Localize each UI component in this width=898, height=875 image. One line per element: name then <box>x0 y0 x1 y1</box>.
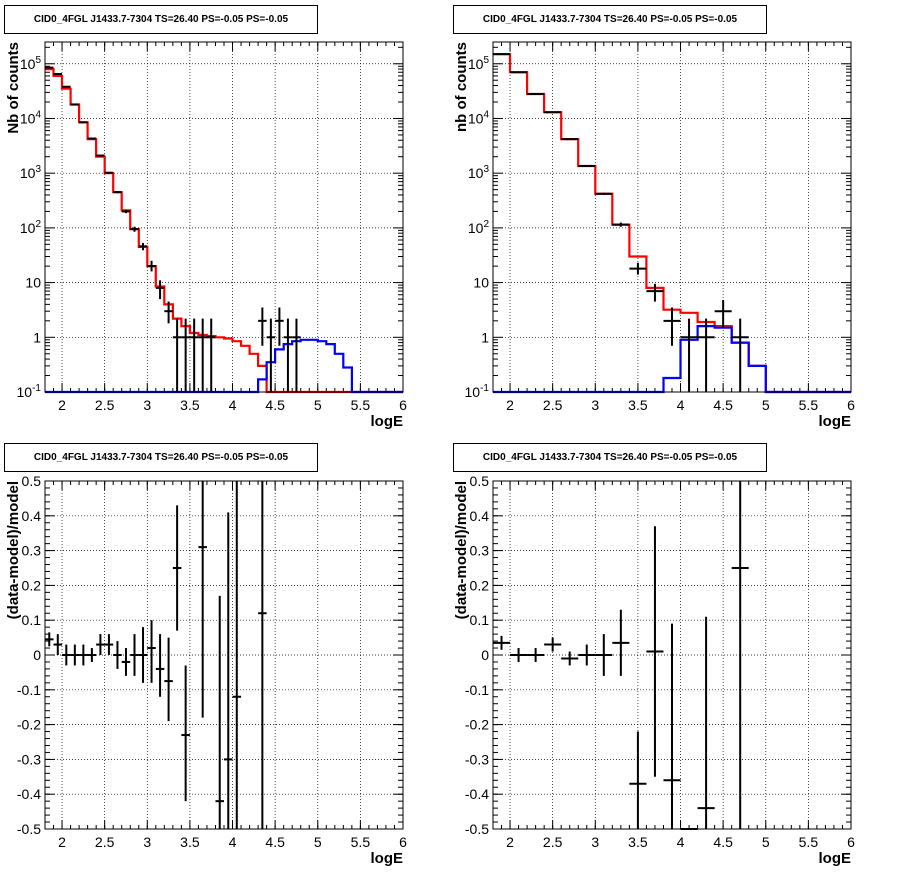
x-tick-label: 2.5 <box>95 834 115 850</box>
plot-panel-3: 2 2.5 3 3.5 4 4.5 5 5.5 6 -0.5 -0.4 -0.3 -0.2 -0.1 0 0.… <box>453 473 855 867</box>
y-tick-label: 0.5 <box>22 473 42 489</box>
x-tick-label: 2 <box>506 397 514 413</box>
y-tick-label: 0.5 <box>470 473 490 489</box>
y-tick-label: -0.1 <box>17 682 41 698</box>
x-axis-label: logE <box>819 413 852 430</box>
y-tick-label: 0.3 <box>470 543 490 559</box>
y-tick-label: 105 <box>468 55 490 72</box>
y-tick-label: -0.5 <box>465 821 489 837</box>
y-tick-label: 0.4 <box>22 508 42 524</box>
x-tick-label: 5 <box>762 834 770 850</box>
x-tick-label: 3.5 <box>180 397 200 413</box>
y-tick-label: -0.5 <box>17 821 41 837</box>
chart-title: CID0_4FGL J1433.7-7304 TS=26.40 PS=-0.05… <box>482 14 738 25</box>
y-tick-label: 102 <box>468 219 490 236</box>
x-tick-label: 3.5 <box>180 834 200 850</box>
x-tick-label: 4.5 <box>713 397 733 413</box>
y-tick-label: 10-1 <box>465 383 490 400</box>
x-tick-label: 5 <box>314 397 322 413</box>
x-tick-label: 3.5 <box>628 834 648 850</box>
y-tick-label: 0 <box>33 647 41 663</box>
x-tick-label: 2 <box>506 834 514 850</box>
x-tick-label: 4 <box>229 834 237 850</box>
y-axis-label: (data-model)/model <box>5 481 22 619</box>
y-tick-label: 105 <box>20 55 42 72</box>
x-tick-label: 3 <box>591 834 599 850</box>
y-axis-label: nb of counts <box>453 42 470 132</box>
x-tick-label: 5.5 <box>351 397 371 413</box>
x-tick-label: 3.5 <box>628 397 648 413</box>
x-tick-label: 5 <box>762 397 770 413</box>
y-axis-label: (data-model)/model <box>453 481 470 619</box>
y-tick-label: 0.3 <box>22 543 42 559</box>
y-axis-label: Nb of counts <box>5 42 22 134</box>
y-tick-label: 102 <box>20 219 42 236</box>
y-tick-label: 104 <box>468 109 490 126</box>
chart-title: CID0_4FGL J1433.7-7304 TS=26.40 PS=-0.05… <box>482 452 738 463</box>
y-tick-label: 1 <box>33 329 41 345</box>
series-source <box>45 338 403 394</box>
x-tick-label: 4 <box>677 397 685 413</box>
plot-panel-1: 2 2.5 3 3.5 4 4.5 5 5.5 6 10-1 1 10 102 103 104 105 logE… <box>453 41 855 430</box>
y-tick-label: -0.3 <box>17 751 41 767</box>
chart-title: CID0_4FGL J1433.7-7304 TS=26.40 PS=-0.05… <box>33 14 289 25</box>
y-tick-label: -0.1 <box>465 682 489 698</box>
x-tick-label: 2.5 <box>95 397 115 413</box>
x-tick-label: 5.5 <box>799 834 819 850</box>
x-tick-label: 2 <box>58 397 66 413</box>
y-tick-label: -0.2 <box>17 717 41 733</box>
x-axis-label: logE <box>819 850 852 867</box>
y-tick-label: 103 <box>468 164 490 181</box>
panel-title-top-right: CID0_4FGL J1433.7-7304 TS=26.40 PS=-0.05… <box>453 5 767 34</box>
x-tick-label: 3 <box>143 834 151 850</box>
y-tick-label: 103 <box>20 164 42 181</box>
x-tick-label: 6 <box>847 834 855 850</box>
y-tick-label: -0.3 <box>465 751 489 767</box>
y-tick-label: 0.4 <box>470 508 490 524</box>
x-tick-label: 3 <box>591 397 599 413</box>
x-tick-label: 5.5 <box>799 397 819 413</box>
y-tick-label: 0.2 <box>470 577 490 593</box>
x-tick-label: 2.5 <box>543 834 563 850</box>
x-tick-label: 6 <box>847 397 855 413</box>
series-model <box>45 68 403 394</box>
y-tick-label: 1 <box>481 329 489 345</box>
x-tick-label: 3 <box>143 397 151 413</box>
y-tick-label: 0.1 <box>22 612 42 628</box>
x-tick-label: 4 <box>229 397 237 413</box>
x-tick-label: 4.5 <box>265 834 285 850</box>
x-tick-label: 4 <box>677 834 685 850</box>
plot-frame <box>492 41 852 393</box>
y-tick-label: 10 <box>473 275 489 291</box>
y-tick-label: -0.2 <box>465 717 489 733</box>
y-tick-label: 104 <box>20 109 42 126</box>
y-tick-label: -0.4 <box>17 786 41 802</box>
plot-frame <box>44 480 404 830</box>
y-tick-label: 0.1 <box>470 612 490 628</box>
plot-frame <box>44 41 404 393</box>
x-tick-label: 2.5 <box>543 397 563 413</box>
chart-title: CID0_4FGL J1433.7-7304 TS=26.40 PS=-0.05… <box>33 452 289 463</box>
x-tick-label: 6 <box>399 397 407 413</box>
x-tick-label: 2 <box>58 834 66 850</box>
x-tick-label: 4.5 <box>713 834 733 850</box>
y-tick-label: 10-1 <box>17 383 42 400</box>
panel-title-bottom-right: CID0_4FGL J1433.7-7304 TS=26.40 PS=-0.05… <box>453 443 767 472</box>
x-tick-label: 5 <box>314 834 322 850</box>
x-tick-label: 6 <box>399 834 407 850</box>
x-axis-label: logE <box>371 850 404 867</box>
x-axis-label: logE <box>371 413 404 430</box>
x-tick-label: 4.5 <box>265 397 285 413</box>
x-tick-label: 5.5 <box>351 834 371 850</box>
y-tick-label: 10 <box>25 275 41 291</box>
plot-frame <box>492 480 852 830</box>
plot-panel-0: 2 2.5 3 3.5 4 4.5 5 5.5 6 10-1 1 10 102 103 104 105 logE… <box>5 41 407 430</box>
y-tick-label: 0 <box>481 647 489 663</box>
panel-title-top-left: CID0_4FGL J1433.7-7304 TS=26.40 PS=-0.05… <box>4 5 318 34</box>
y-tick-label: -0.4 <box>465 786 489 802</box>
y-tick-label: 0.2 <box>22 577 42 593</box>
plot-panel-2: 2 2.5 3 3.5 4 4.5 5 5.5 6 -0.5 -0.4 -0.3 -0.2 -0.1 0 0.… <box>5 473 407 867</box>
panel-title-bottom-left: CID0_4FGL J1433.7-7304 TS=26.40 PS=-0.05… <box>4 443 318 472</box>
